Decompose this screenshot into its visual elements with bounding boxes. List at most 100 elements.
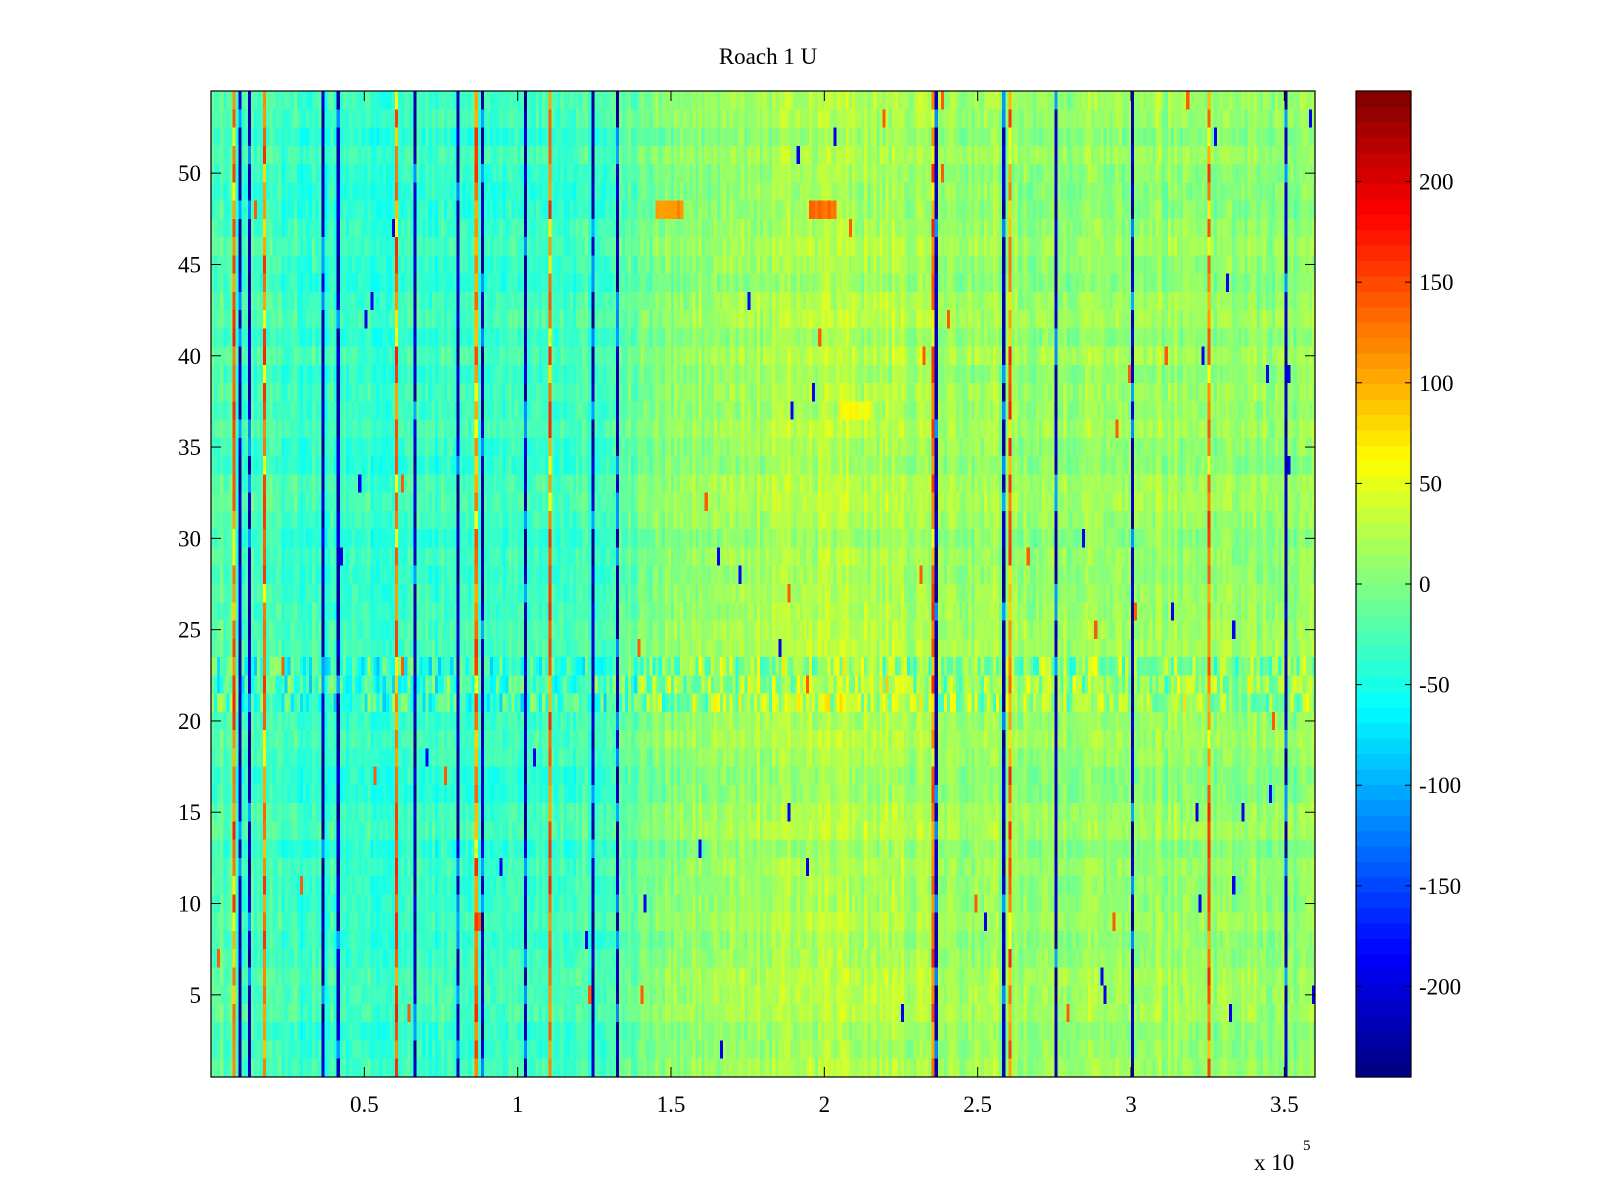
colorbar-step — [1356, 768, 1411, 785]
colorbar-step — [1356, 460, 1411, 477]
colorbar-step — [1356, 784, 1411, 801]
x-tick-label: 3.5 — [1270, 1092, 1299, 1117]
y-tick-label: 20 — [178, 709, 201, 734]
y-axis: 5 10 15 20 25 30 35 40 45 50 — [178, 161, 1315, 1008]
colorbar: 200 150 100 50 0 -50 -100 -150 -200 — [1355, 90, 1461, 1078]
colorbar-step — [1356, 845, 1411, 862]
colorbar-step — [1356, 399, 1411, 416]
colorbar-step — [1356, 91, 1411, 108]
y-tick-label: 25 — [178, 618, 201, 643]
colorbar-step — [1356, 245, 1411, 262]
y-tick-label: 5 — [190, 983, 202, 1008]
colorbar-step — [1356, 953, 1411, 970]
colorbar-step — [1356, 260, 1411, 277]
colorbar-step — [1356, 275, 1411, 292]
colorbar-step — [1356, 661, 1411, 678]
plot-frame — [210, 90, 1316, 1078]
colorbar-step — [1356, 445, 1411, 462]
colorbar-step — [1356, 152, 1411, 169]
y-tick-label: 15 — [178, 800, 201, 825]
colorbar-step — [1356, 984, 1411, 1001]
colorbar-step — [1356, 722, 1411, 739]
colorbar-tick-label: 50 — [1419, 471, 1442, 496]
colorbar-step — [1356, 1030, 1411, 1047]
colorbar-step — [1356, 383, 1411, 400]
colorbar-step — [1356, 922, 1411, 939]
colorbar-step — [1356, 137, 1411, 154]
colorbar-step — [1356, 568, 1411, 585]
colorbar-step — [1356, 306, 1411, 323]
colorbar-step — [1356, 938, 1411, 955]
colorbar-step — [1356, 368, 1411, 385]
colorbar-step — [1356, 506, 1411, 523]
colorbar-step — [1356, 892, 1411, 909]
colorbar-step — [1356, 707, 1411, 724]
colorbar-tick-label: -100 — [1419, 773, 1461, 798]
colorbar-step — [1356, 645, 1411, 662]
colorbar-step — [1356, 214, 1411, 231]
colorbar-step — [1356, 614, 1411, 631]
colorbar-step — [1356, 121, 1411, 138]
x-exponent-base: x 10 — [1254, 1150, 1294, 1175]
y-tick-label: 45 — [178, 252, 201, 277]
y-tick-label: 10 — [178, 892, 201, 917]
colorbar-tick-label: 100 — [1419, 371, 1454, 396]
colorbar-step — [1356, 414, 1411, 431]
y-tick-label: 40 — [178, 344, 201, 369]
colorbar-step — [1356, 753, 1411, 770]
colorbar-step — [1356, 337, 1411, 354]
y-tick-label: 30 — [178, 526, 201, 551]
colorbar-step — [1356, 691, 1411, 708]
colorbar-step — [1356, 291, 1411, 308]
colorbar-step — [1356, 229, 1411, 246]
x-tick-label: 2 — [819, 1092, 831, 1117]
colorbar-step — [1356, 491, 1411, 508]
colorbar-step — [1356, 198, 1411, 215]
colorbar-step — [1356, 676, 1411, 693]
colorbar-step — [1356, 599, 1411, 616]
colorbar-step — [1356, 553, 1411, 570]
heatmap-image — [211, 91, 1315, 1077]
colorbar-step — [1356, 738, 1411, 755]
colorbar-step — [1356, 630, 1411, 647]
colorbar-step — [1356, 322, 1411, 339]
colorbar-step — [1356, 352, 1411, 369]
colorbar-step — [1356, 1015, 1411, 1032]
colorbar-step — [1356, 476, 1411, 493]
colorbar-step — [1356, 106, 1411, 123]
colorbar-step — [1356, 183, 1411, 200]
x-tick-label: 1 — [512, 1092, 524, 1117]
colorbar-step — [1356, 815, 1411, 832]
y-tick-label: 50 — [178, 161, 201, 186]
colorbar-step — [1356, 999, 1411, 1016]
colorbar-step — [1356, 876, 1411, 893]
colorbar-step — [1356, 830, 1411, 847]
x-tick-label: 1.5 — [657, 1092, 686, 1117]
x-exponent-power: 5 — [1303, 1138, 1311, 1154]
x-tick-label: 0.5 — [350, 1092, 379, 1117]
colorbar-step — [1356, 1061, 1411, 1078]
colorbar-tick-label: -200 — [1419, 974, 1461, 999]
colorbar-step — [1356, 584, 1411, 601]
colorbar-step — [1356, 429, 1411, 446]
colorbar-tick-label: 0 — [1419, 572, 1431, 597]
x-axis: 0.5 1 1.5 2 2.5 3 3.5 — [350, 91, 1299, 1117]
colorbar-tick-label: 200 — [1419, 170, 1454, 195]
heatmap-cells — [211, 91, 1315, 1077]
colorbar-step — [1356, 522, 1411, 539]
x-tick-label: 3 — [1125, 1092, 1137, 1117]
colorbar-step — [1356, 969, 1411, 986]
colorbar-tick-label: 150 — [1419, 270, 1454, 295]
colorbar-step — [1356, 799, 1411, 816]
y-tick-label: 35 — [178, 435, 201, 460]
colorbar-tick-label: -50 — [1419, 673, 1450, 698]
colorbar-step — [1356, 537, 1411, 554]
colorbar-step — [1356, 168, 1411, 185]
colorbar-step — [1356, 861, 1411, 878]
colorbar-step — [1356, 1046, 1411, 1063]
colorbar-tick-label: -150 — [1419, 874, 1461, 899]
x-tick-label: 2.5 — [963, 1092, 992, 1117]
colorbar-step — [1356, 907, 1411, 924]
chart-title: Roach 1 U — [719, 44, 818, 69]
